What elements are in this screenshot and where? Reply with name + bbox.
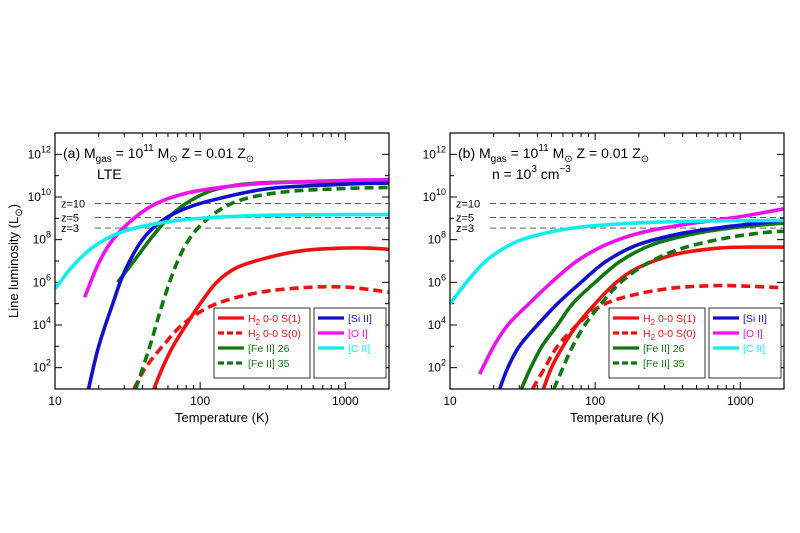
- legend-label-si2: [Si II]: [348, 313, 372, 325]
- series-line-h2s1: [152, 246, 389, 389]
- legend-box: [313, 307, 387, 379]
- legend-box: [608, 307, 706, 379]
- legend-label-o1: [O I]: [348, 328, 368, 340]
- legend-label-h2s0: H2 0-0 S(0): [248, 328, 301, 342]
- panel-header: (a) Mgas = 1011 M⊙ Z = 0.01 Z⊙: [63, 143, 254, 165]
- series-line-fe35: [552, 229, 784, 389]
- legend-label-h2s1: H2 0-0 S(1): [248, 313, 301, 327]
- legend-label-si2: [Si II]: [743, 313, 767, 325]
- y-tick-label: 1012: [28, 144, 51, 161]
- legend-box: [708, 307, 782, 379]
- legend-label-h2s0: H2 0-0 S(0): [643, 328, 696, 342]
- redshift-label: z=10: [61, 198, 85, 210]
- series-line-o1: [82, 177, 389, 298]
- redshift-label: z=10: [456, 198, 480, 210]
- legend-label-c2: [C II]: [743, 343, 765, 355]
- series-line-c2: [55, 212, 389, 290]
- y-tick-label: 102: [33, 358, 51, 375]
- legend-label-o1: [O I]: [743, 328, 763, 340]
- y-tick-label: 1010: [28, 187, 51, 204]
- x-tick-label: 1000: [332, 394, 359, 408]
- y-tick-label: 106: [33, 272, 51, 289]
- series-line-c2: [450, 218, 784, 305]
- y-tick-label: 102: [428, 358, 446, 375]
- legend-label-h2s1: H2 0-0 S(1): [643, 313, 696, 327]
- y-tick-label: 108: [33, 230, 51, 247]
- series-line-si2: [498, 218, 784, 389]
- series-line-h2s1: [541, 245, 784, 389]
- series-line-si2: [86, 181, 389, 389]
- series-line-h2s0: [530, 283, 784, 389]
- y-tick-label: 1012: [423, 144, 446, 161]
- legend-label-fe35: [Fe II] 35: [248, 358, 290, 370]
- legend-label-fe35: [Fe II] 35: [643, 358, 685, 370]
- panel-b: z=10 z=5z=3 10 100 1000 102 104 106 108 1010 1012 T…: [423, 132, 785, 425]
- panel-a: z=10 z=5z=3 10 100 1000 102 104 106 108 1010 1012 T…: [6, 132, 390, 425]
- legend-label-fe26: [Fe II] 26: [248, 343, 290, 355]
- x-tick-label: 100: [585, 394, 605, 408]
- y-tick-label: 1010: [423, 187, 446, 204]
- panel-condition: LTE: [97, 166, 122, 182]
- panel-header: (b) Mgas = 1011 M⊙ Z = 0.01 Z⊙: [458, 143, 649, 165]
- redshift-label: z=3: [61, 223, 79, 235]
- plot-frame: [54, 132, 390, 390]
- series-line-fe35: [133, 185, 389, 389]
- x-tick-label: 1000: [727, 394, 754, 408]
- legend-label-c2: [C II]: [348, 343, 370, 355]
- x-axis-title: Temperature (K): [570, 410, 664, 425]
- redshift-label: z=5: [61, 212, 79, 224]
- redshift-label: z=3: [456, 223, 474, 235]
- redshift-label: z=5: [456, 212, 474, 224]
- legend-box: [213, 307, 311, 379]
- legend-label-fe26: [Fe II] 26: [643, 343, 685, 355]
- legend-right: [Si II] [O I] [C II]: [708, 307, 782, 379]
- y-tick-label: 104: [33, 315, 51, 332]
- legend-right: [Si II] [O I] [C II]: [313, 307, 387, 379]
- legend-left: H2 0-0 S(1)H2 0-0 S(0)[Fe II] 26 [Fe II] …: [608, 307, 706, 379]
- series-line-h2s0: [132, 284, 389, 389]
- x-axis-title: Temperature (K): [175, 410, 269, 425]
- x-tick-label: 10: [443, 394, 457, 408]
- legend-left: H2 0-0 S(1)H2 0-0 S(0)[Fe II] 26 [Fe II] …: [213, 307, 311, 379]
- panel-condition: n = 103 cm−3: [492, 164, 571, 182]
- y-axis-title: Line luminosity (L⊙): [6, 204, 25, 318]
- series-group: [450, 207, 784, 389]
- x-tick-label: 100: [190, 394, 210, 408]
- series-line-fe26: [519, 221, 784, 389]
- series-group: [55, 177, 389, 389]
- y-tick-label: 104: [428, 315, 446, 332]
- y-tick-label: 106: [428, 272, 446, 289]
- x-tick-label: 10: [48, 394, 62, 408]
- y-tick-label: 108: [428, 230, 446, 247]
- plot-frame: [449, 132, 785, 390]
